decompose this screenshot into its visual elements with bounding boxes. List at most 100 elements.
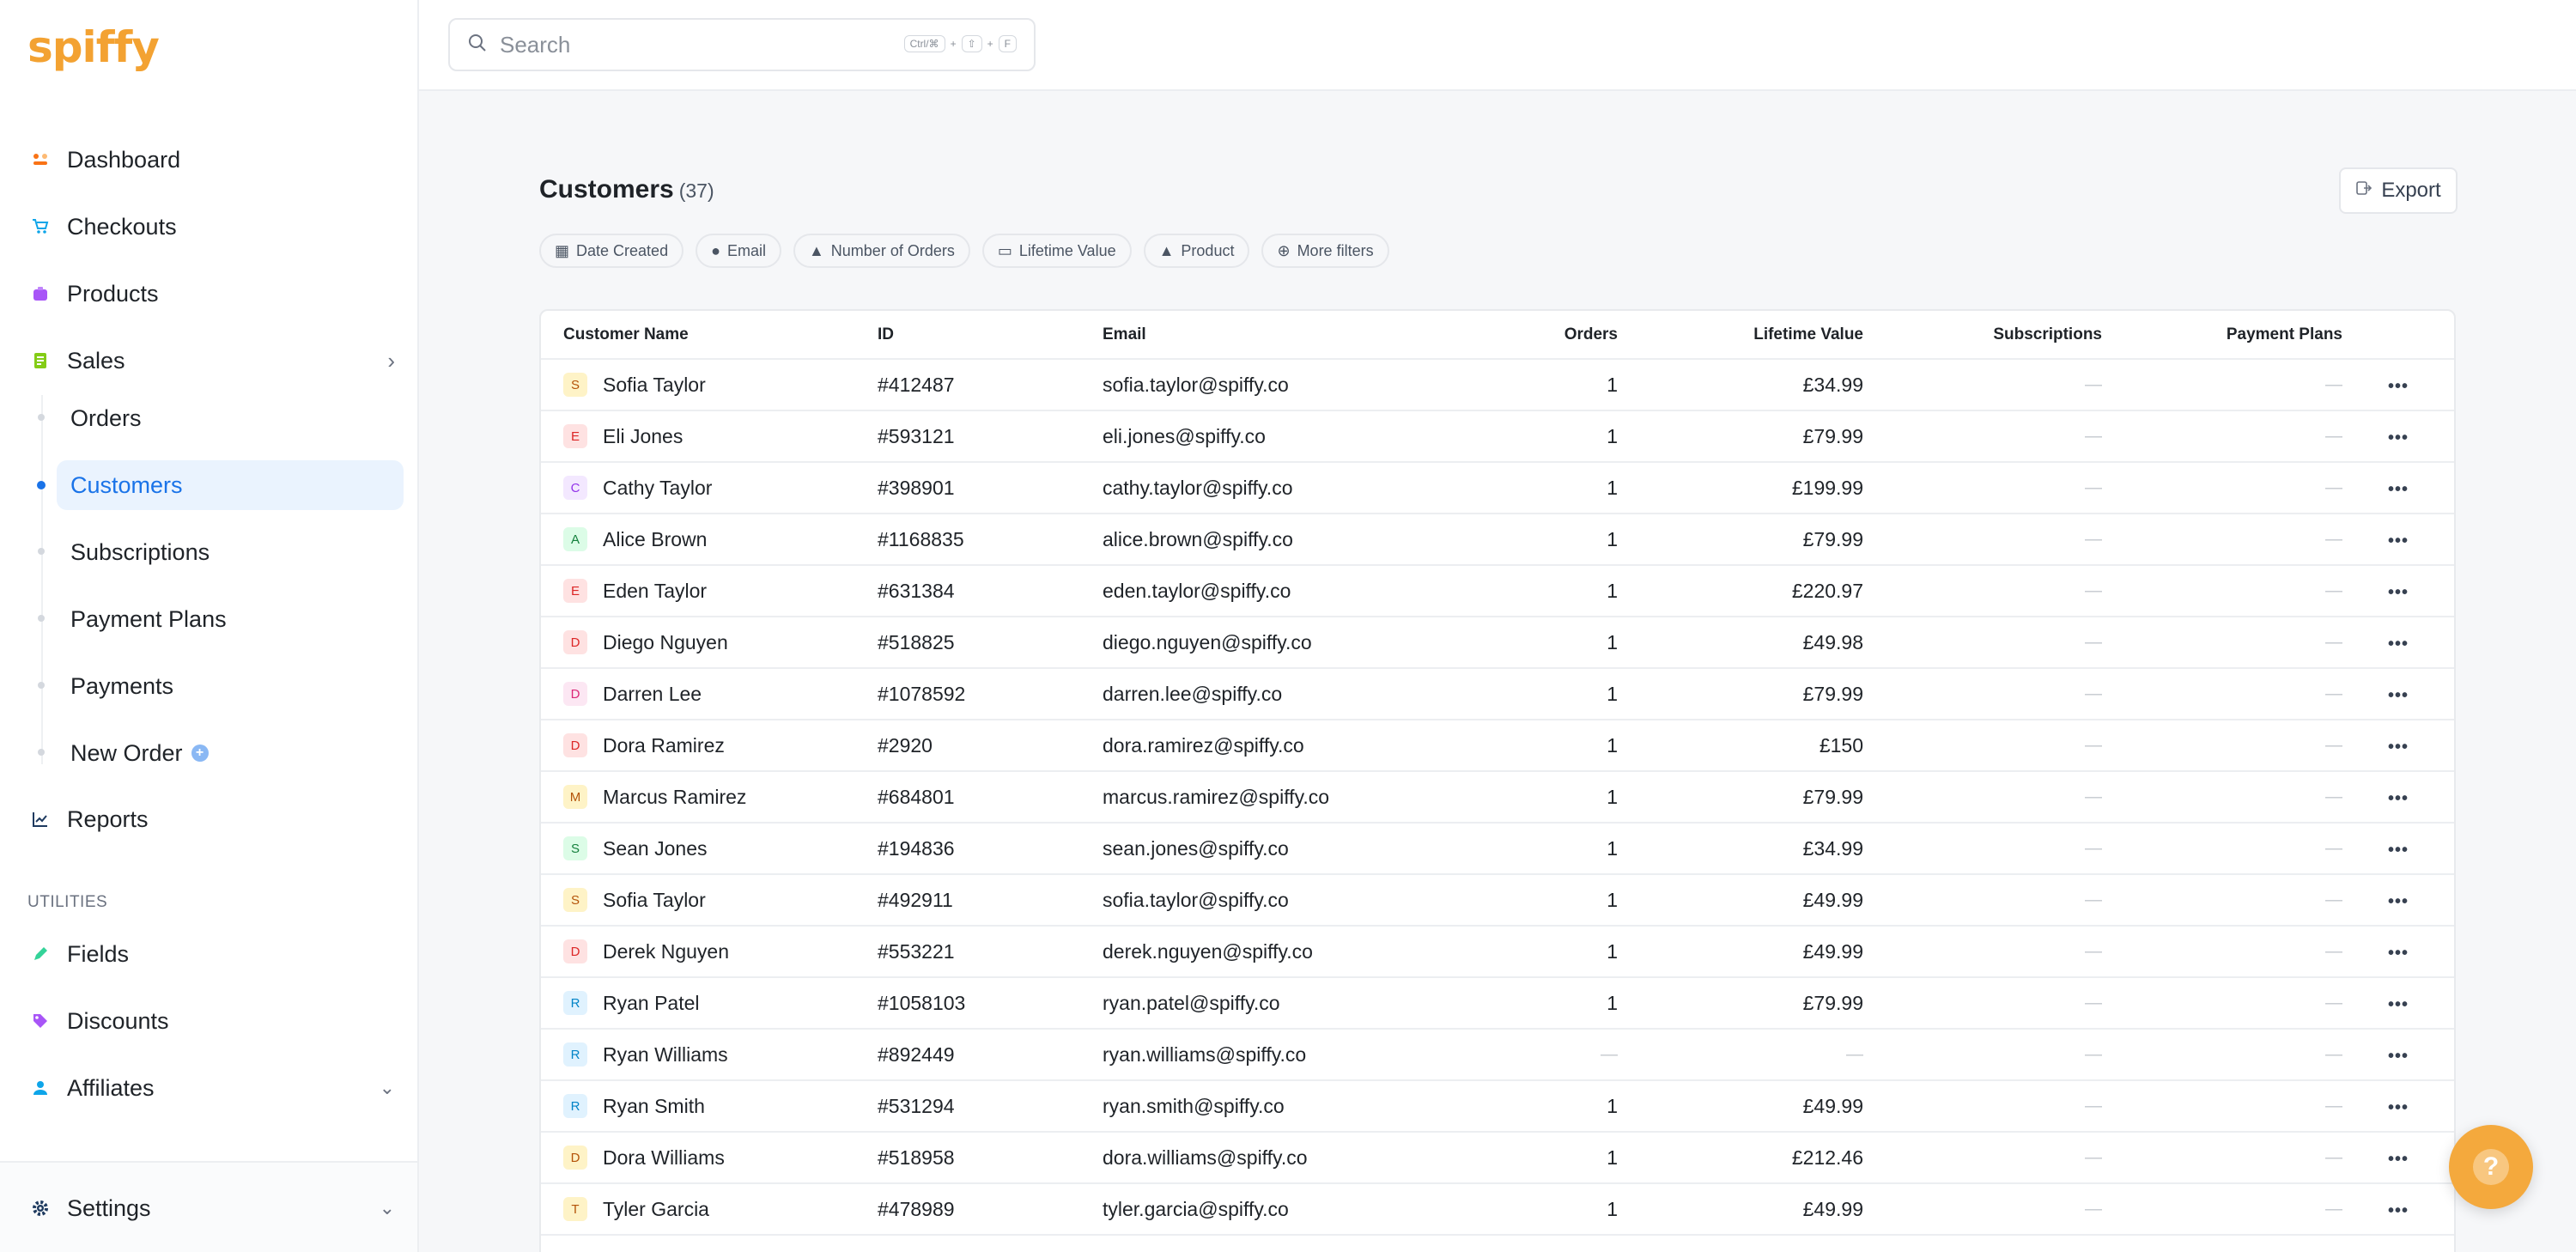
customer-name[interactable]: Diego Nguyen bbox=[603, 630, 728, 653]
help-button[interactable]: ? bbox=[2449, 1125, 2533, 1209]
table-row[interactable]: D Diego Nguyen #518825 diego.nguyen@spiffy.… bbox=[541, 617, 2454, 669]
more-options-icon[interactable]: ••• bbox=[2387, 685, 2409, 705]
column-header-id[interactable]: ID bbox=[878, 311, 1103, 360]
sidebar-item-discounts[interactable]: Discounts bbox=[27, 997, 169, 1045]
more-options-icon[interactable]: ••• bbox=[2387, 891, 2409, 911]
sidebar-item-customers[interactable]: Customers bbox=[57, 460, 404, 510]
table-row[interactable]: A Alice Brown #1168835 alice.brown@spiffy.c… bbox=[541, 514, 2454, 566]
customer-name[interactable]: Eden Taylor bbox=[603, 579, 708, 602]
customer-name[interactable]: Ryan Patel bbox=[603, 991, 700, 1014]
customer-name[interactable]: Ryan Smith bbox=[603, 1094, 705, 1117]
customer-name[interactable]: Dora Williams bbox=[603, 1146, 725, 1169]
user-icon: ● bbox=[711, 241, 720, 259]
sidebar-item-payments[interactable]: Payments bbox=[57, 661, 404, 711]
customer-name[interactable]: Ryan Williams bbox=[603, 1042, 728, 1066]
table-row[interactable]: S Sofia Taylor #492911 sofia.taylor@spiffy.… bbox=[541, 874, 2454, 927]
table-row[interactable]: E Eli Jones #593121 eli.jones@spiffy.co 1 £79… bbox=[541, 410, 2454, 463]
column-header-customer-name[interactable]: Customer Name bbox=[541, 311, 878, 360]
more-options-icon[interactable]: ••• bbox=[2387, 737, 2409, 757]
table-row[interactable]: D Darren Lee #1078592 darren.lee@spiffy.co 1… bbox=[541, 668, 2454, 720]
customer-name[interactable]: Alice Brown bbox=[603, 527, 708, 550]
more-options-icon[interactable]: ••• bbox=[2387, 428, 2409, 447]
filter-number-of-orders[interactable]: ▲ Number of Orders bbox=[793, 234, 970, 268]
table-row[interactable]: T Tyler Garcia #478989 tyler.garcia@spiffy.… bbox=[541, 1183, 2454, 1236]
table-row[interactable]: D Derek Nguyen #553221 derek.nguyen@spiffy.… bbox=[541, 926, 2454, 978]
more-options-icon[interactable]: ••• bbox=[2387, 994, 2409, 1014]
orders-count: 1 bbox=[1472, 926, 1618, 978]
sidebar-item-orders[interactable]: Orders bbox=[57, 393, 404, 443]
sidebar-item-dashboard[interactable]: Dashboard bbox=[27, 136, 180, 184]
more-options-icon[interactable]: ••• bbox=[2387, 943, 2409, 963]
search-input[interactable]: Search Ctrl/⌘ + ⇧ + F bbox=[448, 18, 1036, 71]
lifetime-value: £79.99 bbox=[1618, 771, 1863, 824]
more-options-icon[interactable]: ••• bbox=[2387, 634, 2409, 653]
user-icon bbox=[27, 1075, 53, 1101]
column-header-subscriptions[interactable]: Subscriptions bbox=[1863, 311, 2102, 360]
customer-name[interactable]: Derek Nguyen bbox=[603, 939, 730, 963]
table-row[interactable]: R Ryan Williams #892449 ryan.williams@spiff… bbox=[541, 1029, 2454, 1081]
customer-name[interactable]: Marcus Ramirez bbox=[603, 785, 747, 808]
sidebar-item-products[interactable]: Products bbox=[27, 270, 159, 318]
more-options-icon[interactable]: ••• bbox=[2387, 1149, 2409, 1169]
more-options-icon[interactable]: ••• bbox=[2387, 1046, 2409, 1066]
sidebar-item-new-order[interactable]: New Order + bbox=[57, 728, 404, 778]
table-row[interactable]: M Marcus Ramirez #684801 marcus.ramirez@spi… bbox=[541, 771, 2454, 824]
customer-name[interactable]: Cathy Taylor bbox=[603, 476, 713, 499]
more-options-icon[interactable]: ••• bbox=[2387, 582, 2409, 602]
filter-product[interactable]: ▲ Product bbox=[1143, 234, 1250, 268]
sidebar-item-sales[interactable]: Sales › bbox=[27, 337, 395, 385]
column-header-lifetime-value[interactable]: Lifetime Value bbox=[1618, 311, 1863, 360]
table-row[interactable]: E Eden Taylor #631384 eden.taylor@spiffy.co… bbox=[541, 565, 2454, 617]
more-options-icon[interactable]: ••• bbox=[2387, 479, 2409, 499]
customer-name-cell: E Eden Taylor bbox=[541, 565, 878, 617]
lifetime-value: £49.99 bbox=[1618, 1080, 1863, 1133]
more-options-icon[interactable]: ••• bbox=[2387, 376, 2409, 396]
table-row[interactable]: S Sean Jones #194836 sean.jones@spiffy.co 1 £… bbox=[541, 823, 2454, 875]
sidebar-item-fields[interactable]: Fields bbox=[27, 930, 129, 978]
sidebar-item-affiliates[interactable]: Affiliates ⌄ bbox=[27, 1064, 395, 1112]
more-options-icon[interactable]: ••• bbox=[2387, 1097, 2409, 1117]
column-header-actions bbox=[2342, 311, 2454, 360]
filter-lifetime-value[interactable]: ▭ Lifetime Value bbox=[981, 234, 1132, 268]
column-header-payment-plans[interactable]: Payment Plans bbox=[2102, 311, 2342, 360]
avatar: S bbox=[563, 888, 587, 912]
customer-name[interactable]: Darren Lee bbox=[603, 682, 702, 705]
more-options-icon[interactable]: ••• bbox=[2387, 531, 2409, 550]
subscriptions-value: — bbox=[1863, 823, 2102, 875]
customer-name[interactable]: Tyler Garcia bbox=[603, 1197, 709, 1220]
subscriptions-value: — bbox=[1863, 359, 2102, 411]
filter-label: Lifetime Value bbox=[1018, 241, 1116, 259]
spiffy-logo[interactable]: spiffy bbox=[27, 22, 160, 72]
table-row[interactable]: R Ryan Smith #531294 ryan.smith@spiffy.co 1 £… bbox=[541, 1080, 2454, 1133]
column-header-email[interactable]: Email bbox=[1103, 311, 1472, 360]
filter-date-created[interactable]: ▦ Date Created bbox=[539, 234, 684, 268]
sidebar-item-subscriptions[interactable]: Subscriptions bbox=[57, 527, 404, 577]
customer-name[interactable]: Dora Ramirez bbox=[603, 733, 725, 757]
customer-name[interactable]: Sofia Taylor bbox=[603, 373, 706, 396]
submenu-dot bbox=[38, 682, 45, 689]
table-row[interactable]: S Sofia Taylor #412487 sofia.taylor@spiffy.… bbox=[541, 359, 2454, 411]
avatar: D bbox=[563, 939, 587, 963]
orders-count: 1 bbox=[1472, 617, 1618, 669]
table-row[interactable]: D Dora Ramirez #2920 dora.ramirez@spiffy.co… bbox=[541, 720, 2454, 772]
customer-name[interactable]: Sofia Taylor bbox=[603, 888, 706, 911]
customer-name-cell: D Darren Lee bbox=[541, 668, 878, 720]
table-row[interactable]: D Dora Williams #518958 dora.williams@spiff… bbox=[541, 1132, 2454, 1184]
more-options-icon[interactable]: ••• bbox=[2387, 788, 2409, 808]
sidebar-item-settings[interactable]: Settings ⌄ bbox=[27, 1184, 395, 1232]
table-row[interactable]: C Cathy Taylor #398901 cathy.taylor@spiffy.… bbox=[541, 462, 2454, 514]
filter-more[interactable]: ⊕ More filters bbox=[1261, 234, 1389, 268]
export-button[interactable]: Export bbox=[2339, 167, 2458, 214]
filter-email[interactable]: ● Email bbox=[696, 234, 781, 268]
sidebar-item-payment-plans[interactable]: Payment Plans bbox=[57, 594, 404, 644]
sidebar-item-checkouts[interactable]: Checkouts bbox=[27, 203, 177, 251]
customer-name[interactable]: Sean Jones bbox=[603, 836, 708, 860]
column-header-orders[interactable]: Orders bbox=[1472, 311, 1618, 360]
more-options-icon[interactable]: ••• bbox=[2387, 840, 2409, 860]
sidebar-item-reports[interactable]: Reports bbox=[27, 795, 149, 843]
row-actions-cell: ••• bbox=[2342, 1080, 2454, 1133]
customer-name[interactable]: Eli Jones bbox=[603, 424, 683, 447]
lifetime-value: — bbox=[1618, 1029, 1863, 1081]
table-row[interactable]: R Ryan Patel #1058103 ryan.patel@spiffy.co 1… bbox=[541, 977, 2454, 1030]
more-options-icon[interactable]: ••• bbox=[2387, 1200, 2409, 1220]
